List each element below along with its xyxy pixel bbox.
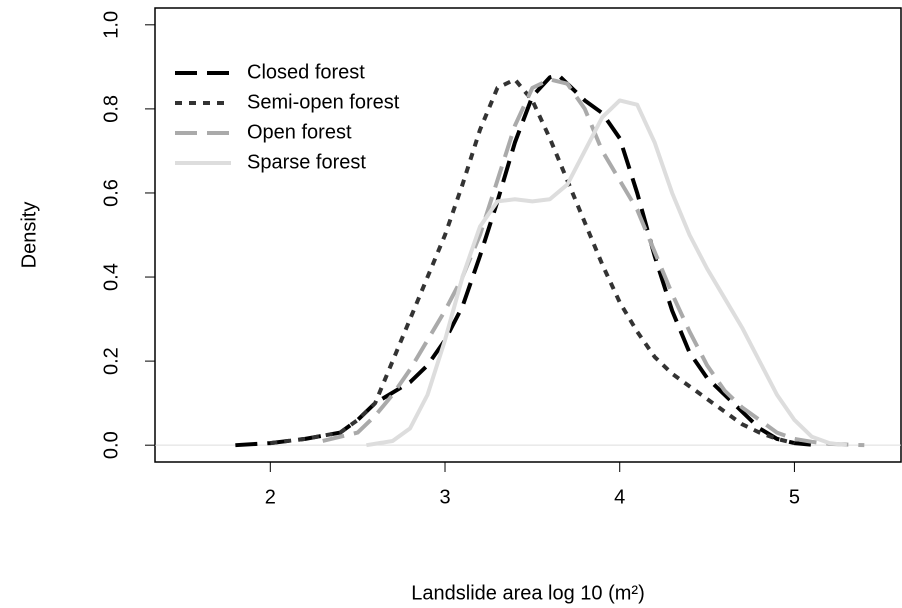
x-tick-label: 5 (789, 486, 800, 508)
density-line (270, 77, 795, 446)
y-tick-label: 0.6 (100, 179, 122, 207)
y-axis-title: Density (18, 202, 40, 269)
legend-label: Closed forest (247, 61, 365, 83)
legend-label: Open forest (247, 121, 352, 143)
y-tick-label: 0.0 (100, 431, 122, 459)
y-tick-label: 0.4 (100, 263, 122, 291)
density-line (235, 73, 813, 448)
x-tick-label: 3 (439, 486, 450, 508)
density-line (366, 98, 848, 448)
y-tick-label: 0.8 (100, 95, 122, 123)
x-tick-label: 2 (265, 486, 276, 508)
legend-label: Semi-open forest (247, 91, 400, 113)
legend-label: Sparse forest (247, 151, 366, 173)
y-tick-label: 1.0 (100, 11, 122, 39)
x-axis-title: Landslide area log 10 (m²) (411, 582, 644, 604)
x-tick-label: 4 (614, 486, 625, 508)
y-tick-label: 0.2 (100, 347, 122, 375)
